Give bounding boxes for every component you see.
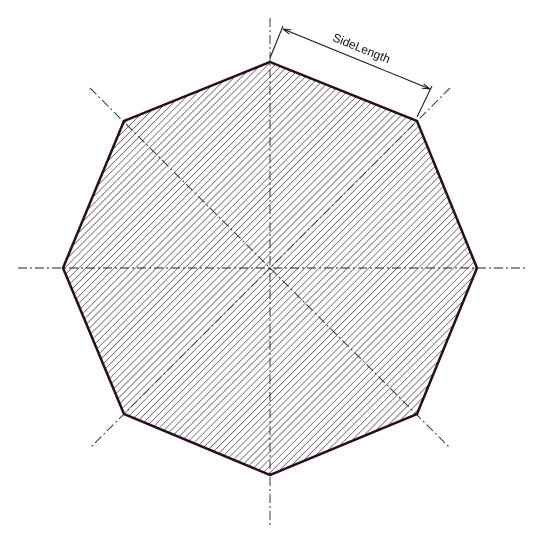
dimension-line [283, 29, 430, 89]
octagon-outline [61, 60, 479, 477]
extension-line-right [416, 85, 433, 118]
extension-line-left [269, 25, 284, 59]
centerlines [18, 18, 527, 528]
side-length-dimension [269, 25, 433, 118]
